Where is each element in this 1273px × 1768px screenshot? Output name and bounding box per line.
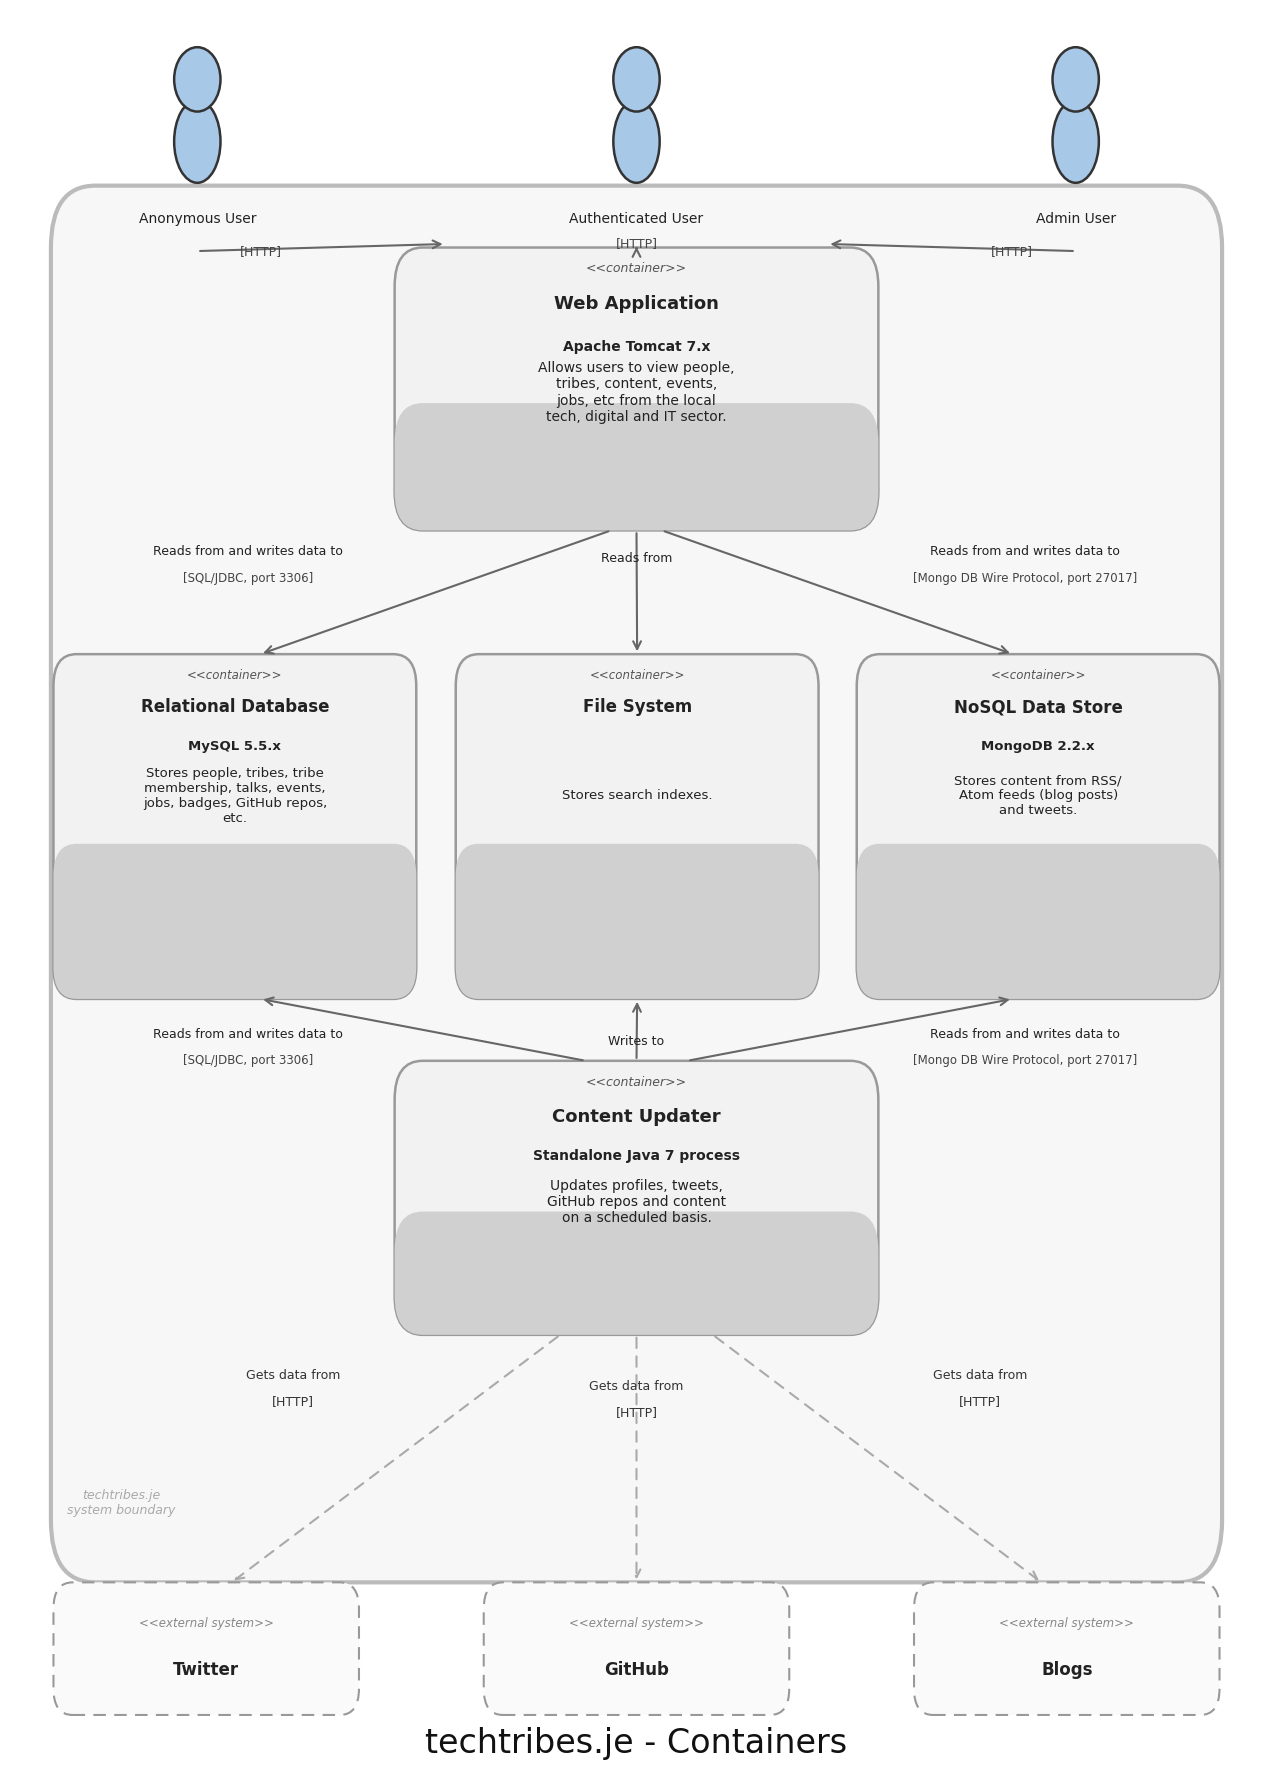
Circle shape (174, 48, 220, 111)
FancyBboxPatch shape (456, 654, 819, 999)
Text: Web Application: Web Application (554, 295, 719, 313)
Text: Stores search indexes.: Stores search indexes. (561, 789, 713, 803)
FancyBboxPatch shape (914, 1582, 1220, 1715)
Text: Reads from and writes data to: Reads from and writes data to (929, 545, 1120, 559)
Text: Allows users to view people,
tribes, content, events,
jobs, etc from the local
t: Allows users to view people, tribes, con… (538, 361, 735, 424)
Text: [SQL/JDBC, port 3306]: [SQL/JDBC, port 3306] (183, 1054, 313, 1068)
Text: Updates profiles, tweets,
GitHub repos and content
on a scheduled basis.: Updates profiles, tweets, GitHub repos a… (547, 1179, 726, 1225)
Text: techtribes.je
system boundary: techtribes.je system boundary (67, 1489, 176, 1517)
Text: File System: File System (583, 698, 691, 716)
Text: [HTTP]: [HTTP] (960, 1395, 1001, 1409)
Text: <<container>>: <<container>> (586, 1075, 687, 1089)
Circle shape (614, 48, 659, 111)
Text: Gets data from: Gets data from (933, 1368, 1027, 1383)
Text: <<container>>: <<container>> (990, 668, 1086, 682)
Text: Apache Tomcat 7.x: Apache Tomcat 7.x (563, 339, 710, 354)
Text: Gets data from: Gets data from (246, 1368, 340, 1383)
FancyBboxPatch shape (53, 1582, 359, 1715)
FancyBboxPatch shape (51, 186, 1222, 1582)
Text: [HTTP]: [HTTP] (992, 244, 1032, 258)
Text: MySQL 5.5.x: MySQL 5.5.x (188, 739, 281, 753)
FancyBboxPatch shape (53, 654, 416, 999)
Text: Reads from: Reads from (601, 552, 672, 566)
FancyBboxPatch shape (484, 1582, 789, 1715)
FancyBboxPatch shape (395, 403, 878, 530)
Text: [Mongo DB Wire Protocol, port 27017]: [Mongo DB Wire Protocol, port 27017] (913, 1054, 1137, 1068)
Text: [SQL/JDBC, port 3306]: [SQL/JDBC, port 3306] (183, 571, 313, 585)
Text: [HTTP]: [HTTP] (272, 1395, 313, 1409)
Text: Content Updater: Content Updater (552, 1109, 721, 1126)
Text: NoSQL Data Store: NoSQL Data Store (953, 698, 1123, 716)
Text: Blogs: Blogs (1041, 1660, 1092, 1680)
Text: Gets data from: Gets data from (589, 1379, 684, 1393)
FancyBboxPatch shape (857, 843, 1220, 999)
Ellipse shape (1053, 101, 1099, 182)
Text: [HTTP]: [HTTP] (616, 237, 657, 251)
FancyBboxPatch shape (395, 1061, 878, 1335)
Text: Twitter: Twitter (173, 1660, 239, 1680)
Ellipse shape (174, 101, 220, 182)
Text: techtribes.je - Containers: techtribes.je - Containers (425, 1727, 848, 1759)
Text: Writes to: Writes to (608, 1034, 665, 1048)
Text: [HTTP]: [HTTP] (241, 244, 281, 258)
Text: [Mongo DB Wire Protocol, port 27017]: [Mongo DB Wire Protocol, port 27017] (913, 571, 1137, 585)
Text: Standalone Java 7 process: Standalone Java 7 process (533, 1149, 740, 1163)
Text: <<external system>>: <<external system>> (569, 1618, 704, 1630)
Text: <<external system>>: <<external system>> (139, 1618, 274, 1630)
Ellipse shape (614, 101, 659, 182)
Text: Admin User: Admin User (1036, 212, 1115, 226)
Text: <<container>>: <<container>> (589, 668, 685, 682)
Text: Anonymous User: Anonymous User (139, 212, 256, 226)
FancyBboxPatch shape (857, 654, 1220, 999)
FancyBboxPatch shape (53, 843, 416, 999)
FancyBboxPatch shape (395, 1211, 878, 1335)
FancyBboxPatch shape (395, 248, 878, 530)
FancyBboxPatch shape (456, 843, 819, 999)
Text: <<container>>: <<container>> (187, 668, 283, 682)
Text: Relational Database: Relational Database (140, 698, 330, 716)
Text: Reads from and writes data to: Reads from and writes data to (153, 545, 344, 559)
Text: <<container>>: <<container>> (586, 262, 687, 276)
Text: [HTTP]: [HTTP] (616, 1406, 657, 1420)
Text: GitHub: GitHub (605, 1660, 668, 1680)
Circle shape (1053, 48, 1099, 111)
Text: MongoDB 2.2.x: MongoDB 2.2.x (981, 739, 1095, 753)
Text: Stores content from RSS/
Atom feeds (blog posts)
and tweets.: Stores content from RSS/ Atom feeds (blo… (955, 774, 1122, 817)
Text: Reads from and writes data to: Reads from and writes data to (153, 1027, 344, 1041)
Text: Stores people, tribes, tribe
membership, talks, events,
jobs, badges, GitHub rep: Stores people, tribes, tribe membership,… (143, 767, 327, 824)
Text: <<external system>>: <<external system>> (999, 1618, 1134, 1630)
Text: Authenticated User: Authenticated User (569, 212, 704, 226)
Text: Reads from and writes data to: Reads from and writes data to (929, 1027, 1120, 1041)
